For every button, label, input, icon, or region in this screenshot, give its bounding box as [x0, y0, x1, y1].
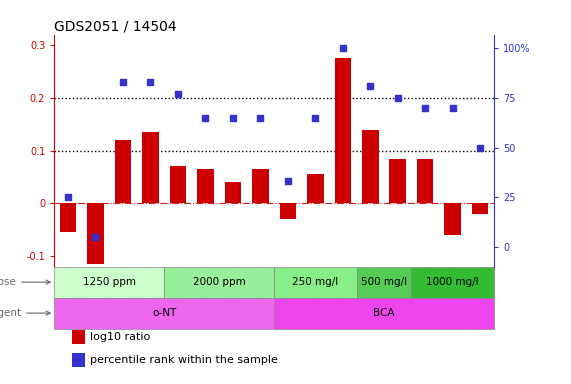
Bar [335, 58, 351, 204]
Text: BCA: BCA [373, 308, 395, 318]
Bar [362, 129, 379, 204]
Bar [472, 204, 488, 214]
Bar [72, 353, 85, 367]
Bar [60, 204, 77, 232]
Point [338, 45, 347, 51]
Point [201, 115, 210, 121]
Point [63, 194, 73, 200]
Bar [417, 159, 433, 204]
Point [283, 178, 292, 184]
Point [311, 115, 320, 121]
Bar [444, 204, 461, 235]
Point [448, 105, 457, 111]
Point [476, 144, 485, 151]
Point [228, 115, 238, 121]
Point [365, 83, 375, 89]
Text: dose: dose [0, 277, 50, 287]
Point [421, 105, 430, 111]
Text: 250 mg/l: 250 mg/l [292, 277, 339, 287]
Text: agent: agent [0, 308, 50, 318]
Text: 1000 mg/l: 1000 mg/l [427, 277, 479, 287]
Text: 500 mg/l: 500 mg/l [361, 277, 407, 287]
Point [91, 234, 100, 240]
Bar [412, 266, 494, 298]
Point [174, 91, 183, 97]
Text: 1250 ppm: 1250 ppm [83, 277, 136, 287]
Bar [224, 182, 241, 204]
Bar [54, 298, 274, 329]
Bar [170, 166, 186, 204]
Point [256, 115, 265, 121]
Bar [115, 140, 131, 204]
Bar [87, 204, 104, 264]
Bar [274, 298, 494, 329]
Text: log10 ratio: log10 ratio [90, 332, 151, 342]
Bar [389, 159, 406, 204]
Bar [356, 266, 412, 298]
Point [146, 79, 155, 85]
Bar [197, 169, 214, 204]
Bar [72, 329, 85, 344]
Bar [54, 266, 164, 298]
Text: GDS2051 / 14504: GDS2051 / 14504 [54, 20, 177, 33]
Bar [142, 132, 159, 204]
Bar [274, 266, 356, 298]
Bar [280, 204, 296, 219]
Point [118, 79, 127, 85]
Bar [252, 169, 268, 204]
Point [393, 95, 403, 101]
Text: percentile rank within the sample: percentile rank within the sample [90, 355, 278, 365]
Text: o-NT: o-NT [152, 308, 176, 318]
Bar [164, 266, 274, 298]
Text: 2000 ppm: 2000 ppm [193, 277, 246, 287]
Bar [307, 174, 324, 204]
